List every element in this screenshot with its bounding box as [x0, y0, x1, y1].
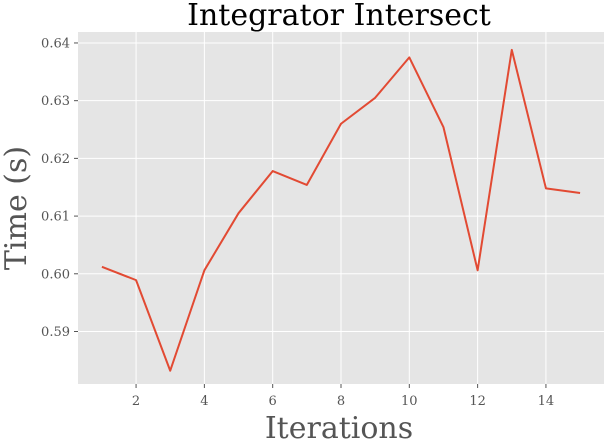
y-axis-label: Time (s) [0, 146, 34, 270]
series-layer [101, 48, 581, 372]
x-tick-label: 6 [269, 394, 277, 409]
x-tick-label: 10 [401, 394, 418, 409]
y-tick-label: 0.63 [41, 94, 70, 109]
y-tick-label: 0.61 [41, 210, 70, 225]
x-tick-label: 14 [538, 394, 555, 409]
x-tick-label: 4 [200, 394, 208, 409]
y-tick-label: 0.59 [41, 325, 70, 340]
chart-title: Integrator Intersect [187, 0, 491, 33]
y-tick-label: 0.60 [41, 267, 70, 282]
x-tick-label: 12 [469, 394, 486, 409]
axis-ticks: 2 4 6 8 10 12 14 0.59 0.60 0.61 0.62 0.63 0.64 [41, 36, 554, 409]
x-tick-label: 2 [132, 394, 140, 409]
y-tick-label: 0.64 [41, 36, 70, 51]
x-tick-label: 8 [337, 394, 345, 409]
y-tick-label: 0.62 [41, 152, 70, 167]
x-axis-label: Iterations [265, 411, 413, 444]
series-line [101, 48, 581, 372]
grid-lines [78, 32, 604, 384]
